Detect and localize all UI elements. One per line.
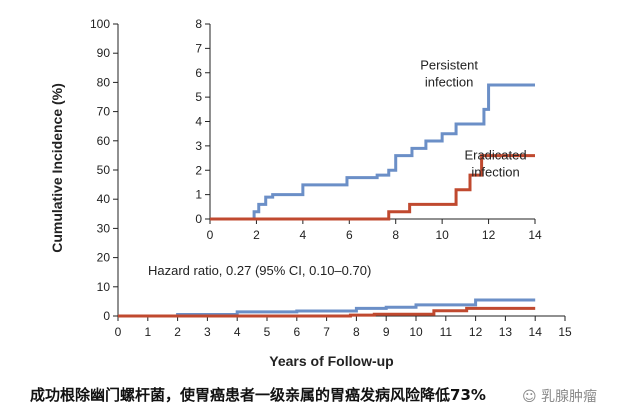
inset-y-tick-label: 5 xyxy=(195,90,202,104)
main-y-tick-label: 60 xyxy=(97,134,111,148)
series-label-eradicated-infection: infection xyxy=(471,165,519,180)
main-y-tick-label: 40 xyxy=(97,192,111,206)
inset-y-tick-label: 2 xyxy=(195,163,202,177)
main-x-tick-label: 9 xyxy=(383,325,390,339)
main-x-tick-label: 7 xyxy=(323,325,330,339)
inset-y-tick-label: 0 xyxy=(195,212,202,226)
main-y-tick-label: 50 xyxy=(97,163,111,177)
main-series-group xyxy=(118,298,536,318)
inset-y-tick-label: 1 xyxy=(195,188,202,202)
inset-x-tick-label: 8 xyxy=(392,228,399,242)
inset-line-persistent-infection xyxy=(210,83,535,221)
inset-y-tick-label: 7 xyxy=(195,41,202,55)
inset-y-tick-label: 3 xyxy=(195,139,202,153)
watermark: ☺ 乳腺肿瘤 xyxy=(522,389,598,405)
hazard-ratio-annotation: Hazard ratio, 0.27 (95% CI, 0.10–0.70) xyxy=(148,263,371,278)
main-x-tick-label: 13 xyxy=(499,325,513,339)
main-x-tick-label: 14 xyxy=(529,325,543,339)
inset-x-tick-label: 10 xyxy=(435,228,449,242)
main-y-tick-label: 100 xyxy=(90,17,110,31)
series-label-eradicated-infection: Eradicated xyxy=(464,148,526,163)
main-x-tick-label: 1 xyxy=(144,325,151,339)
inset-y-tick-label: 4 xyxy=(195,115,202,129)
inset-x-tick-label: 14 xyxy=(528,228,542,242)
main-x-tick-label: 5 xyxy=(264,325,271,339)
main-x-tick-label: 12 xyxy=(469,325,483,339)
inset-series-group xyxy=(210,83,535,221)
main-x-tick-label: 4 xyxy=(234,325,241,339)
inset-x-tick-label: 12 xyxy=(482,228,496,242)
series-label-persistent-infection: infection xyxy=(425,74,473,89)
inset-y-tick-label: 6 xyxy=(195,66,202,80)
main-line-eradicated-infection xyxy=(118,306,536,318)
series-label-persistent-infection: Persistent xyxy=(420,57,478,72)
inset-y-tick-label: 8 xyxy=(195,17,202,31)
main-y-axis-label: Cumulative Incidence (%) xyxy=(49,83,65,253)
main-x-tick-label: 10 xyxy=(409,325,423,339)
main-x-tick-label: 15 xyxy=(558,325,572,339)
main-y-tick-label: 10 xyxy=(97,280,111,294)
inset-line-eradicated-infection xyxy=(210,154,535,221)
main-x-axis-label: Years of Follow-up xyxy=(269,353,393,369)
main-y-tick-label: 30 xyxy=(97,221,111,235)
main-x-tick-label: 8 xyxy=(353,325,360,339)
main-y-tick-label: 0 xyxy=(103,309,110,323)
inset-x-tick-label: 4 xyxy=(300,228,307,242)
main-y-tick-label: 90 xyxy=(97,46,111,60)
inset-x-tick-label: 2 xyxy=(253,228,260,242)
main-x-tick-label: 3 xyxy=(204,325,211,339)
main-y-tick-label: 20 xyxy=(97,251,111,265)
main-x-tick-label: 6 xyxy=(293,325,300,339)
main-x-tick-label: 0 xyxy=(115,325,122,339)
figure-caption: 成功根除幽门螺杆菌，使胃癌患者一级亲属的胃癌发病风险降低73% xyxy=(30,386,486,404)
inset-x-tick-label: 0 xyxy=(207,228,214,242)
main-x-tick-label: 11 xyxy=(440,325,453,339)
main-y-tick-label: 70 xyxy=(97,105,111,119)
inset-x-tick-label: 6 xyxy=(346,228,353,242)
main-x-tick-label: 2 xyxy=(174,325,181,339)
main-y-tick-label: 80 xyxy=(97,75,111,89)
text-labels: Years of Follow-up Cumulative Incidence (… xyxy=(49,57,527,369)
inset-background xyxy=(180,16,555,251)
